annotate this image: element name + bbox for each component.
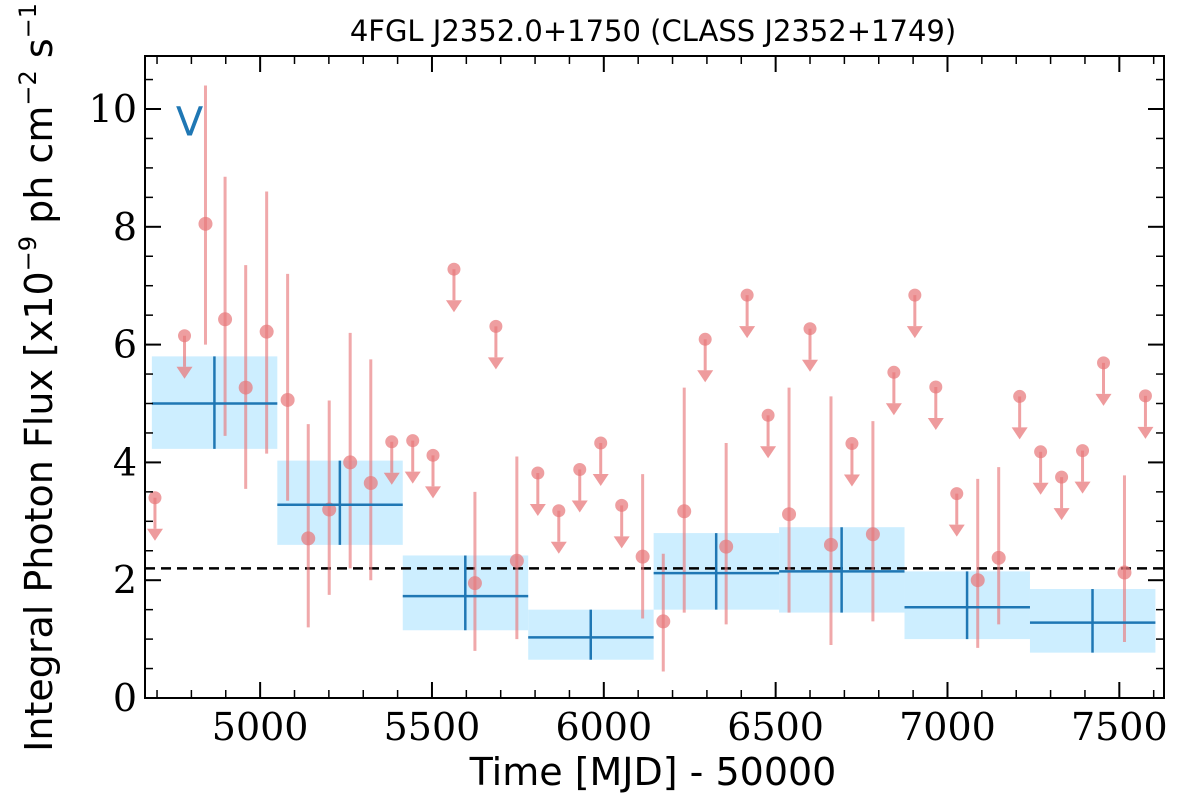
y-tick-label-5: 10 <box>89 87 137 131</box>
upper-limit-point-14 <box>761 408 775 422</box>
upper-limit-arrow-4 <box>425 486 442 499</box>
upper-limit-arrow-24 <box>1074 481 1091 494</box>
x-tick-label-1: 5500 <box>384 705 481 749</box>
flux-point-20 <box>1117 565 1132 580</box>
flux-point-2 <box>238 380 253 395</box>
upper-limit-point-11 <box>615 498 629 512</box>
x-tick-label-3: 6500 <box>727 705 824 749</box>
upper-limit-arrow-8 <box>550 541 567 554</box>
upper-limit-arrow-12 <box>697 370 714 383</box>
y-tick-label-1: 2 <box>113 558 137 602</box>
upper-limit-arrow-9 <box>571 500 588 513</box>
upper-limit-point-19 <box>929 380 943 394</box>
upper-limit-arrow-26 <box>1137 426 1154 439</box>
binned-flux <box>151 356 1156 660</box>
upper-limit-point-23 <box>1055 470 1069 484</box>
upper-limit-point-21 <box>1013 389 1027 403</box>
flux-point-13 <box>677 504 692 519</box>
upper-limit-point-18 <box>908 288 922 302</box>
flux-point-7 <box>343 455 358 470</box>
upper-limit-point-1 <box>178 329 192 343</box>
upper-limit-point-22 <box>1034 445 1048 459</box>
flux-point-5 <box>301 531 316 546</box>
upper-limit-point-12 <box>698 332 712 346</box>
upper-limit-point-26 <box>1138 389 1152 403</box>
flux-point-14 <box>719 539 734 554</box>
y-tick-label-2: 4 <box>113 440 137 484</box>
x-tick-label-0: 5000 <box>212 705 309 749</box>
upper-limit-arrow-2 <box>383 472 400 485</box>
axes-frame <box>144 55 1165 699</box>
upper-limit-arrow-17 <box>885 403 902 416</box>
y-tick-label-4: 8 <box>113 205 137 249</box>
upper-limit-point-9 <box>573 462 587 476</box>
upper-limit-point-16 <box>845 437 859 451</box>
x-tick-label-5: 7500 <box>1071 705 1168 749</box>
upper-limit-arrow-7 <box>529 504 546 517</box>
flux-point-11 <box>635 549 650 564</box>
flux-point-9 <box>467 576 482 591</box>
upper-limit-point-15 <box>803 322 817 336</box>
upper-limit-point-17 <box>887 365 901 379</box>
x-axis-label: Time [MJD] - 50000 <box>469 750 837 794</box>
upper-limit-arrow-16 <box>843 474 860 487</box>
plot-frame <box>144 55 1165 699</box>
upper-limit-arrow-10 <box>592 473 609 486</box>
flux-point-18 <box>970 573 985 588</box>
upper-limit-arrow-15 <box>802 359 819 372</box>
upper-limit-arrow-20 <box>948 524 965 537</box>
y-tick-label-3: 6 <box>113 323 137 367</box>
upper-limit-point-3 <box>406 434 420 448</box>
upper-limit-arrow-0 <box>146 528 163 541</box>
upper-limit-arrow-22 <box>1032 482 1049 495</box>
x-tick-label-4: 7000 <box>899 705 996 749</box>
y-axis-label: Integral Photon Flux [x10−9 ph cm−2 s−1] <box>14 0 61 752</box>
flux-points <box>198 85 1132 672</box>
chart-title: 4FGL J2352.0+1750 (CLASS J2352+1749) <box>350 14 956 48</box>
upper-limit-arrow-19 <box>927 418 944 431</box>
x-tick-label-2: 6000 <box>555 705 652 749</box>
upper-limit-arrow-23 <box>1053 508 1070 521</box>
flux-point-1 <box>218 312 233 327</box>
upper-limit-arrow-11 <box>613 536 630 549</box>
flux-point-17 <box>865 527 880 542</box>
upper-limit-point-13 <box>740 288 754 302</box>
upper-limit-point-24 <box>1076 444 1090 458</box>
upper-limit-arrow-13 <box>739 326 756 339</box>
upper-limit-point-10 <box>594 436 608 450</box>
upper-limit-point-0 <box>148 491 162 505</box>
upper-limits <box>146 262 1154 554</box>
flux-point-0 <box>198 216 213 231</box>
flux-point-16 <box>823 537 838 552</box>
flux-point-8 <box>363 476 378 491</box>
upper-limit-point-2 <box>385 435 399 449</box>
upper-limit-point-5 <box>447 262 461 276</box>
flux-point-4 <box>280 392 295 407</box>
upper-limit-point-20 <box>950 487 964 501</box>
upper-limit-point-4 <box>426 448 440 462</box>
upper-limit-arrow-3 <box>404 471 421 484</box>
upper-limit-arrow-6 <box>487 357 504 370</box>
flux-point-12 <box>656 614 671 629</box>
upper-limit-arrow-18 <box>906 326 923 339</box>
upper-limit-arrow-21 <box>1011 427 1028 440</box>
upper-limit-arrow-5 <box>445 300 462 313</box>
upper-limit-arrow-25 <box>1095 393 1112 406</box>
upper-limit-point-8 <box>552 504 566 518</box>
flux-point-19 <box>991 550 1006 565</box>
upper-limit-arrow-1 <box>176 366 193 379</box>
upper-limit-point-25 <box>1097 356 1111 370</box>
axis-ticks: 5000 5500 6000 6500 7000 7500 0 2 4 6 8 10 <box>89 56 1168 749</box>
upper-limit-point-7 <box>531 466 545 480</box>
upper-limit-arrow-14 <box>760 446 777 459</box>
bin-bands <box>151 356 1156 660</box>
y-tick-label-0: 0 <box>113 676 137 720</box>
period-label: V <box>176 100 204 146</box>
flux-point-3 <box>259 324 274 339</box>
flux-point-15 <box>782 507 797 522</box>
flux-point-10 <box>509 553 524 568</box>
upper-limit-point-6 <box>489 319 503 333</box>
